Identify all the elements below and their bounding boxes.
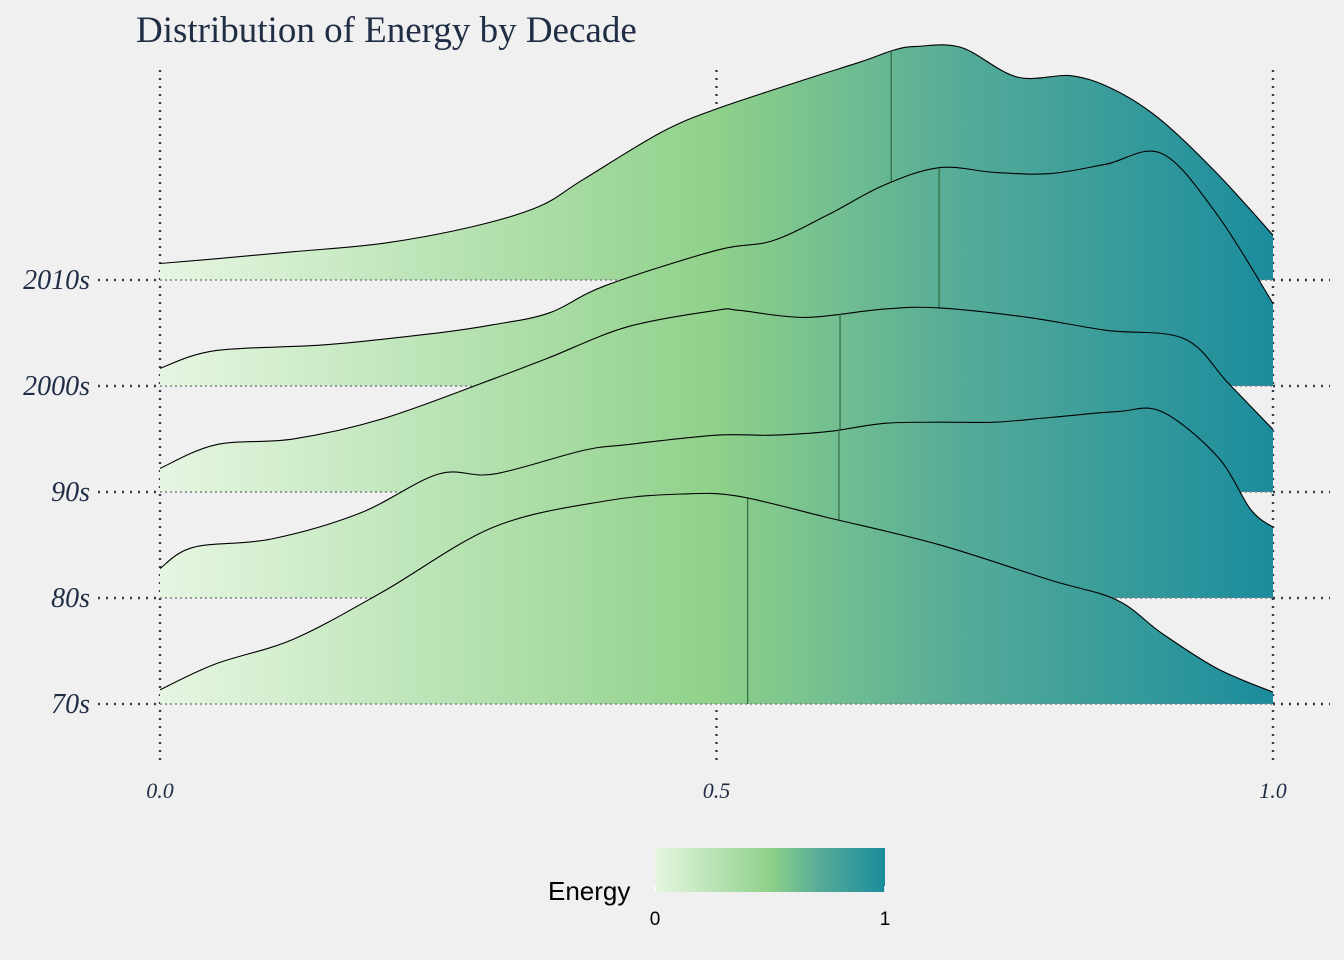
ridge-line-70s	[159, 492, 1274, 693]
axes: 70s 80s 90s 2000s 2010s 0.0 0.5 1.0	[23, 265, 1287, 803]
ridge-line-2000s	[159, 150, 1274, 369]
ridge-line-80s	[159, 407, 1274, 569]
y-tick-label: 2000s	[23, 371, 90, 402]
y-tick-label: 2010s	[23, 265, 90, 296]
ridge-70s	[159, 492, 1274, 705]
chart-title: Distribution of Energy by Decade	[136, 10, 637, 51]
legend-colorbar	[655, 848, 885, 892]
y-tick-label: 90s	[51, 477, 90, 508]
ridge-line-2010s	[159, 44, 1274, 265]
y-tick-label: 70s	[51, 689, 90, 720]
legend: Energy 0 1	[548, 848, 890, 930]
x-tick-label: 1.0	[1259, 778, 1287, 803]
legend-tick-label: 0	[650, 909, 661, 930]
x-tick-label: 0.5	[703, 778, 731, 803]
ridge-area-70s	[160, 493, 1273, 704]
legend-title: Energy	[548, 876, 630, 906]
legend-tick-label: 1	[880, 909, 891, 930]
ridge-line-90s	[159, 306, 1274, 469]
grid	[98, 70, 1330, 764]
y-tick-label: 80s	[51, 583, 90, 614]
ridges	[159, 44, 1274, 705]
x-tick-label: 0.0	[146, 778, 174, 803]
